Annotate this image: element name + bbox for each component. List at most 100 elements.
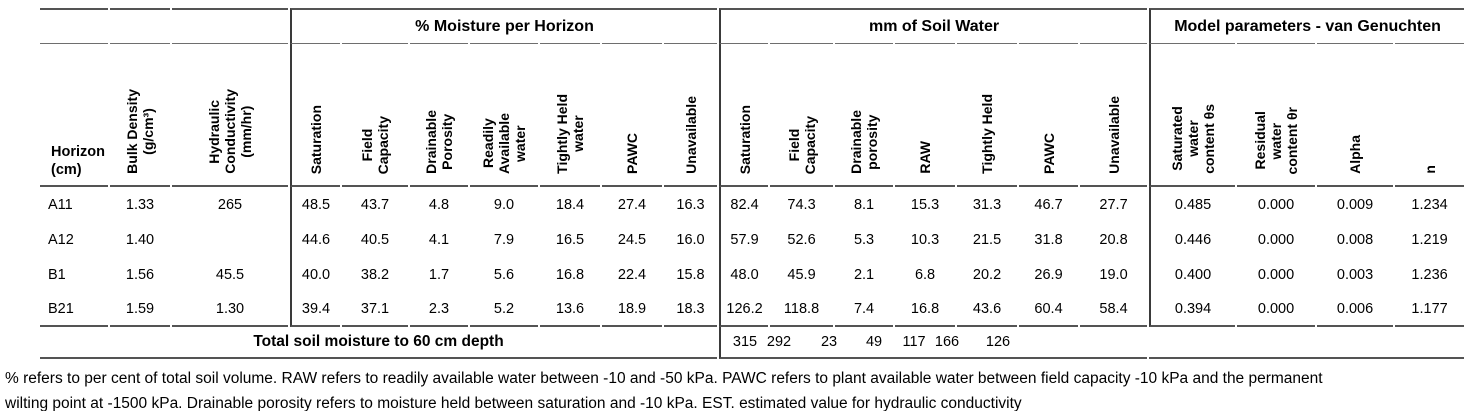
- table-row: A12 1.40 44.6 40.5 4.1 7.9 16.5 24.5 16.0 57.9 52.…: [40, 222, 1464, 257]
- col-header-tightly-held-water: Tightly Held water: [540, 43, 600, 187]
- data-cell: 5.3: [853, 231, 875, 248]
- data-cell: 57.9: [719, 222, 768, 257]
- data-cell: 43.7: [360, 196, 390, 213]
- col-header-saturated-water-content-s: Saturated water content θs: [1149, 43, 1236, 187]
- data-cell: 40.5: [360, 231, 390, 248]
- total-value: 117: [902, 334, 926, 350]
- col-header-label: Saturation: [308, 104, 324, 174]
- data-cell: 45.9: [787, 266, 816, 283]
- col-header-label: Saturation: [736, 104, 753, 174]
- data-cell: 265: [217, 196, 243, 213]
- data-cell: 2.3: [410, 292, 468, 327]
- data-cell: 9.0: [493, 196, 515, 213]
- col-header-label: n: [1421, 165, 1438, 174]
- data-cell: 0.446: [1149, 222, 1235, 257]
- total-value: 126: [985, 334, 1011, 350]
- data-cell: 0.000: [1237, 292, 1316, 327]
- data-cell: 8.1: [853, 196, 875, 213]
- data-cell: 18.3: [664, 292, 718, 327]
- data-cell: 43.6: [957, 292, 1018, 327]
- data-cell: 15.8: [676, 266, 705, 283]
- data-cell: 1.40: [125, 231, 155, 248]
- col-header-label: Tightly Held water: [554, 94, 586, 174]
- data-cell: 20.8: [1099, 231, 1128, 248]
- total-value: 23: [820, 334, 838, 350]
- data-cell: 31.3: [972, 196, 1002, 213]
- data-cell: 58.4: [1080, 292, 1148, 327]
- data-cell: 24.5: [617, 231, 647, 248]
- data-cell: 46.7: [1034, 196, 1063, 213]
- column-header-row: Horizon (cm) Bulk Density (g/cm³) Hydrauli…: [40, 43, 1465, 187]
- col-header-label: Bulk Density (g/cm³): [124, 89, 156, 174]
- data-cell: 27.4: [617, 196, 647, 213]
- col-header-field-capacity: Field Capacity: [770, 43, 834, 187]
- data-cell: 44.6: [290, 222, 340, 257]
- corner-blank: [172, 8, 288, 43]
- col-header-readily-available-water: Readily Available water: [470, 43, 538, 187]
- data-cell: 27.7: [1099, 196, 1128, 213]
- data-cell: 38.2: [360, 266, 390, 283]
- col-header-unavailable: Unavailable: [1080, 43, 1148, 187]
- data-cell: 52.6: [787, 231, 816, 248]
- col-header-label: RAW: [917, 141, 934, 174]
- data-cell: 0.000: [1257, 231, 1295, 248]
- data-cell: 1.219: [1411, 231, 1448, 248]
- data-cell: 1.7: [428, 266, 450, 283]
- data-cell: 7.9: [493, 231, 515, 248]
- data-cell: 60.4: [1019, 292, 1079, 327]
- data-cell: 0.006: [1317, 292, 1394, 327]
- col-header-label: PAWC: [624, 133, 640, 174]
- data-cell: 48.0: [719, 257, 768, 292]
- data-cell: 0.485: [1149, 187, 1235, 222]
- table-row: B21 1.59 1.30 39.4 37.1 2.3 5.2 13.6 18.9 18.3 126…: [40, 292, 1465, 327]
- group-header-moisture-per-horizon: % Moisture per Horizon: [290, 8, 718, 43]
- soil-properties-table: % Moisture per Horizon mm of Soil Water Mo…: [38, 8, 1466, 359]
- col-header-residual-water-content-r: Residual water content θr: [1237, 43, 1316, 187]
- col-header-label: Field Capacity: [785, 115, 818, 174]
- col-header-label: Hydraulic Conductivity (mm/hr): [206, 89, 254, 174]
- row-label-b21: B21: [40, 292, 108, 327]
- total-label: Total soil moisture to 60 cm depth: [40, 327, 718, 359]
- data-cell: 15.3: [910, 196, 940, 213]
- data-cell: 1.33: [125, 196, 155, 213]
- col-header-label: Saturated water content θs: [1169, 104, 1218, 174]
- row-label-a11: A11: [48, 196, 73, 213]
- data-cell: 0.000: [1257, 196, 1295, 213]
- col-header-drainable-porosity: Drainable porosity: [835, 43, 894, 187]
- data-cell: 0.400: [1149, 257, 1235, 292]
- col-header-label: Readily Available water: [480, 113, 528, 174]
- data-cell: 0.009: [1336, 196, 1374, 213]
- data-cell: 26.9: [1034, 266, 1063, 283]
- col-header-label: Drainable porosity: [848, 110, 881, 174]
- col-header-label: Drainable Porosity: [423, 110, 455, 174]
- data-cell: 1.30: [172, 292, 288, 327]
- data-cell: 0.003: [1336, 266, 1374, 283]
- total-values-cell: 315 292 23 49 117 166 126: [719, 327, 1148, 359]
- col-header-label: Unavailable: [682, 96, 699, 174]
- col-header-label: Residual water content θr: [1252, 106, 1301, 174]
- data-cell: 16.8: [895, 292, 956, 327]
- col-header-saturation: Saturation: [719, 43, 769, 187]
- col-header-raw: RAW: [895, 43, 956, 187]
- total-value: 315: [732, 334, 758, 350]
- data-cell: 2.1: [853, 266, 875, 283]
- total-value: 49: [865, 334, 883, 350]
- col-header-field-capacity: Field Capacity: [342, 43, 408, 187]
- data-cell: [172, 222, 288, 257]
- data-cell: 10.3: [910, 231, 940, 248]
- data-cell: 1.56: [125, 266, 155, 283]
- col-header-alpha: Alpha: [1317, 43, 1394, 187]
- data-cell: 0.394: [1149, 292, 1236, 327]
- total-value: 166: [934, 334, 960, 350]
- data-cell: 1.234: [1411, 196, 1448, 213]
- data-cell: 31.8: [1034, 231, 1063, 248]
- col-header-horizon-cm: Horizon (cm): [40, 43, 108, 187]
- col-header-bulk-density-g-cm: Bulk Density (g/cm³): [110, 43, 170, 187]
- col-header-pawc: PAWC: [602, 43, 662, 187]
- data-cell: 1.236: [1411, 266, 1448, 283]
- data-cell: 0.000: [1257, 266, 1295, 283]
- data-cell: 1.177: [1395, 292, 1465, 327]
- data-cell: 5.6: [493, 266, 515, 283]
- corner-blank: [40, 8, 108, 43]
- data-cell: 16.0: [676, 231, 705, 248]
